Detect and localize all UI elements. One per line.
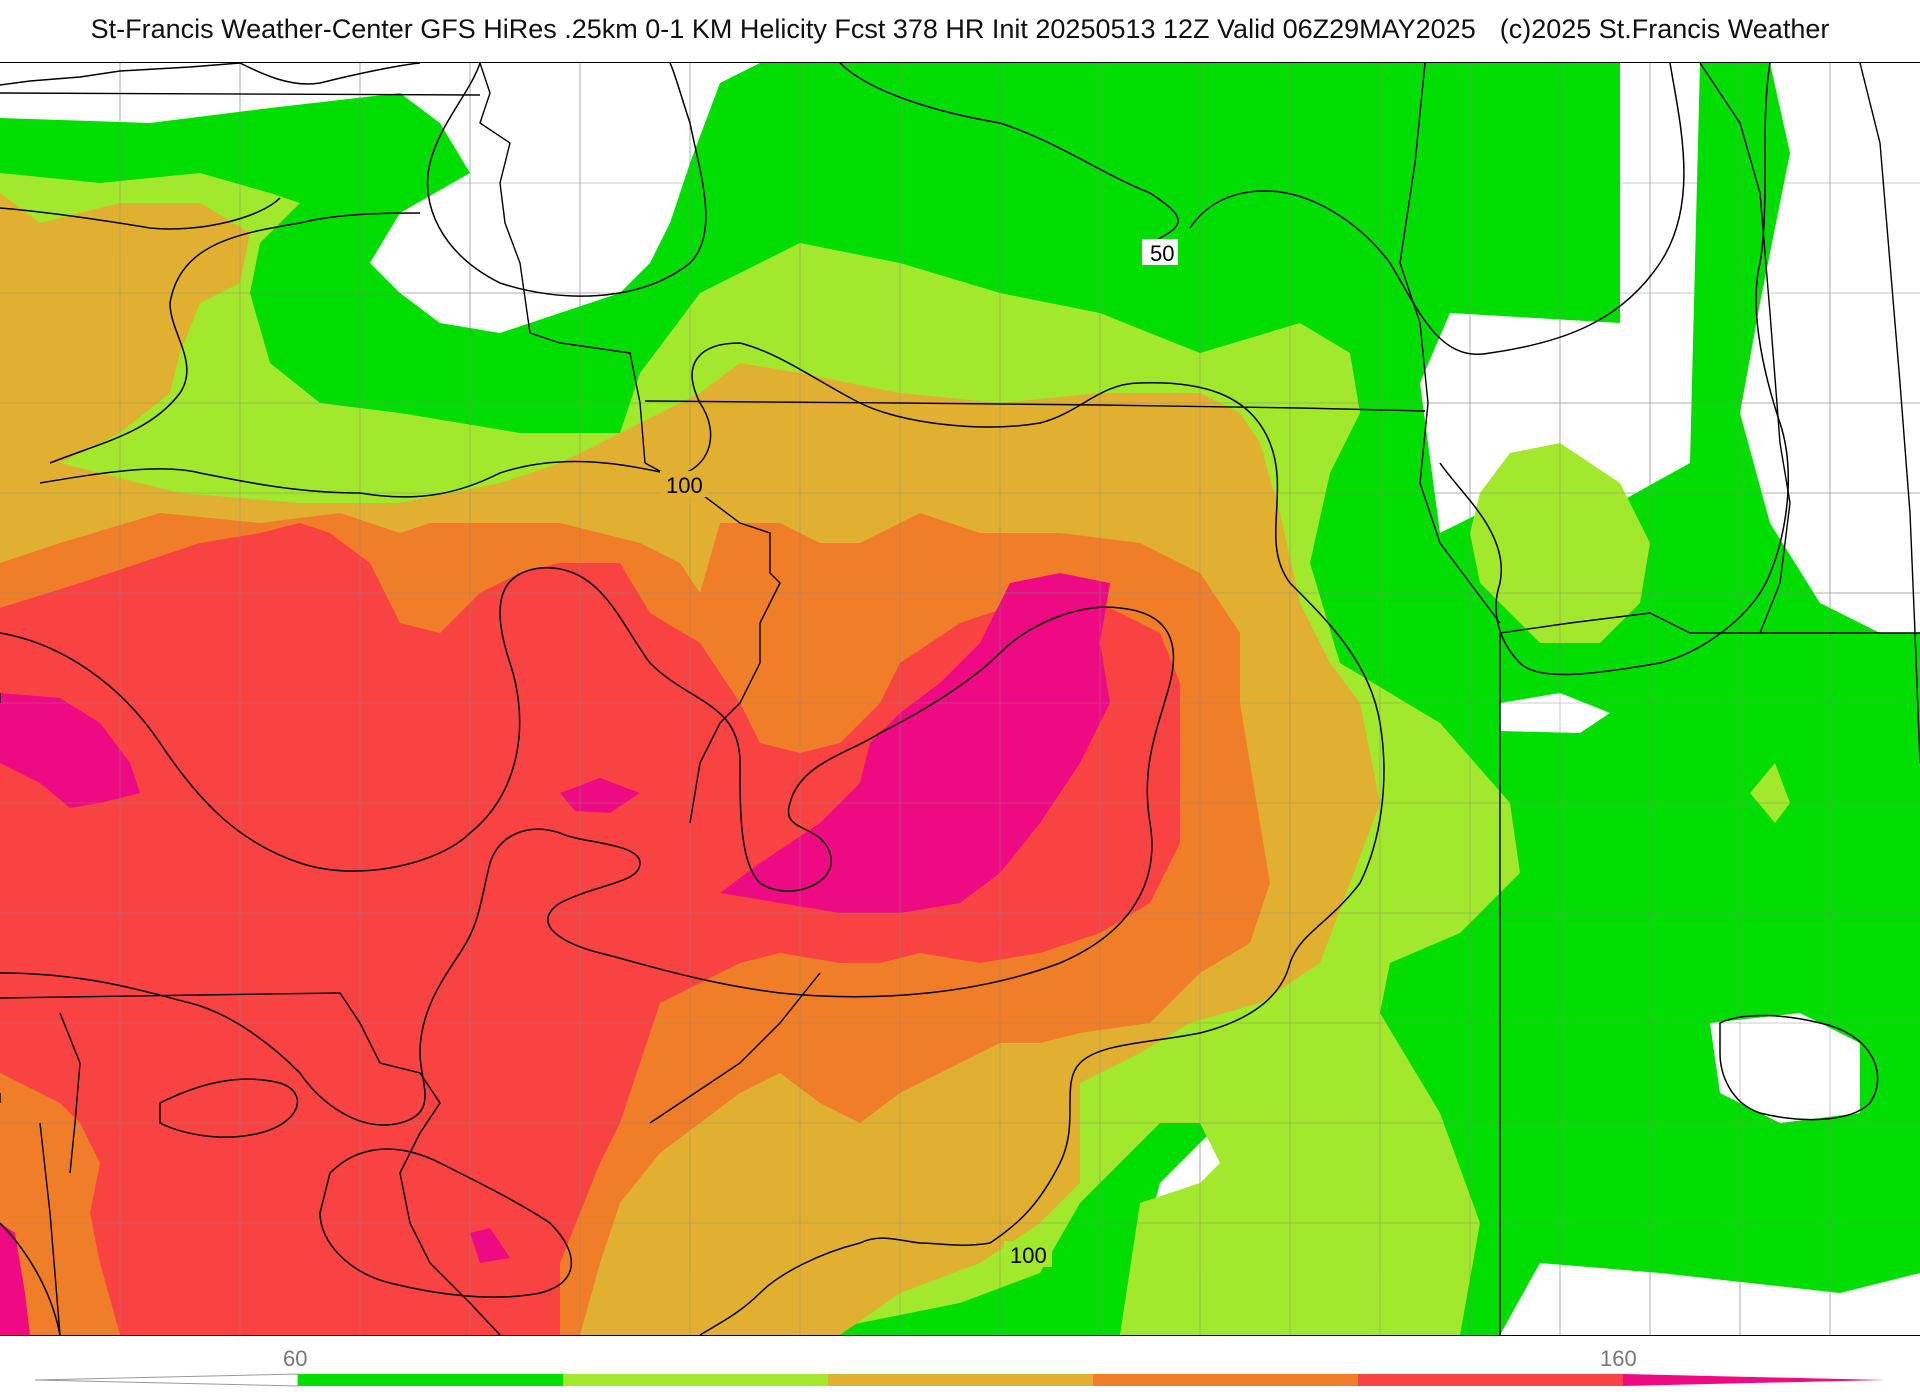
colorbar-segment bbox=[828, 1374, 1093, 1386]
hole-east-3 bbox=[1750, 763, 1790, 823]
contour-label-100-south: 100 bbox=[1010, 1243, 1047, 1268]
colorbar-low-triangle bbox=[34, 1373, 299, 1387]
contour-labels: 50 100 100 bbox=[660, 239, 1178, 1268]
contour-50 bbox=[0, 63, 1790, 676]
band-magenta-main bbox=[720, 573, 1110, 913]
contour-label-100-north: 100 bbox=[666, 473, 703, 498]
colorbar-segment bbox=[298, 1374, 563, 1386]
band-red-patch bbox=[245, 561, 275, 573]
colorbar-tick-60: 60 bbox=[283, 1346, 308, 1371]
band-magenta-south bbox=[470, 1228, 510, 1263]
colorbar bbox=[34, 1373, 1885, 1387]
title-product: St-Francis Weather-Center GFS HiRes .25k… bbox=[90, 14, 1476, 44]
colorbar-segment bbox=[1358, 1374, 1623, 1386]
band-magenta-sw bbox=[0, 1223, 30, 1335]
helicity-map: 50 100 100 bbox=[0, 62, 1920, 1336]
colorbar-tick-160: 160 bbox=[1600, 1346, 1637, 1371]
helicity-fill bbox=[0, 63, 1920, 1335]
map-canvas: 50 100 100 bbox=[0, 63, 1920, 1335]
state-borders bbox=[0, 63, 1920, 1335]
label-50-halo bbox=[1142, 239, 1178, 265]
colorbar-high-triangle bbox=[1623, 1374, 1885, 1386]
hole-east-4 bbox=[1710, 1013, 1860, 1123]
band-red bbox=[0, 523, 1180, 1335]
label-100b-halo bbox=[1004, 1241, 1052, 1267]
contour-150-west bbox=[0, 567, 1175, 1126]
colorbar-segment bbox=[563, 1374, 828, 1386]
contour-100-south bbox=[0, 1222, 991, 1335]
title-copyright: (c)2025 St.Francis Weather bbox=[1499, 14, 1830, 44]
band-magenta-west bbox=[0, 693, 140, 808]
label-100a-halo bbox=[660, 471, 708, 497]
colorbar-segment bbox=[1093, 1374, 1358, 1386]
contour-150-east bbox=[1719, 1014, 1879, 1121]
contour-150-ring bbox=[159, 1078, 299, 1138]
contour-label-50: 50 bbox=[1150, 241, 1174, 266]
contour-100-north bbox=[0, 197, 1385, 1244]
map-title: St-Francis Weather-Center GFS HiRes .25k… bbox=[0, 14, 1920, 45]
contour-150-south bbox=[319, 1148, 573, 1298]
helicity-contours bbox=[0, 63, 1879, 1335]
